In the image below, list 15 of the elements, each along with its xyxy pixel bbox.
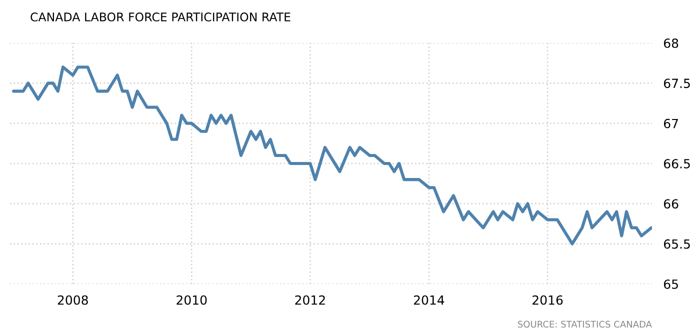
line-series	[12, 66, 652, 246]
x-tick-label: 2014	[414, 295, 444, 305]
x-tick-label: 2012	[295, 295, 325, 305]
chart-title: CANADA LABOR FORCE PARTICIPATION RATE	[30, 12, 290, 22]
source-note: SOURCE: STATISTICS CANADA	[518, 320, 652, 328]
x-tick-label: 2008	[58, 295, 88, 305]
y-tick-label: 67.5	[664, 78, 690, 88]
y-tick-label: 67	[664, 118, 678, 128]
y-tick-label: 66.5	[664, 158, 690, 168]
y-tick-label: 65	[664, 279, 678, 289]
x-tick-label: 2010	[176, 295, 207, 305]
y-tick-label: 65.5	[664, 239, 690, 249]
y-tick-label: 66	[664, 199, 678, 209]
x-tick-label: 2016	[532, 295, 563, 305]
y-tick-label: 68	[664, 38, 678, 48]
